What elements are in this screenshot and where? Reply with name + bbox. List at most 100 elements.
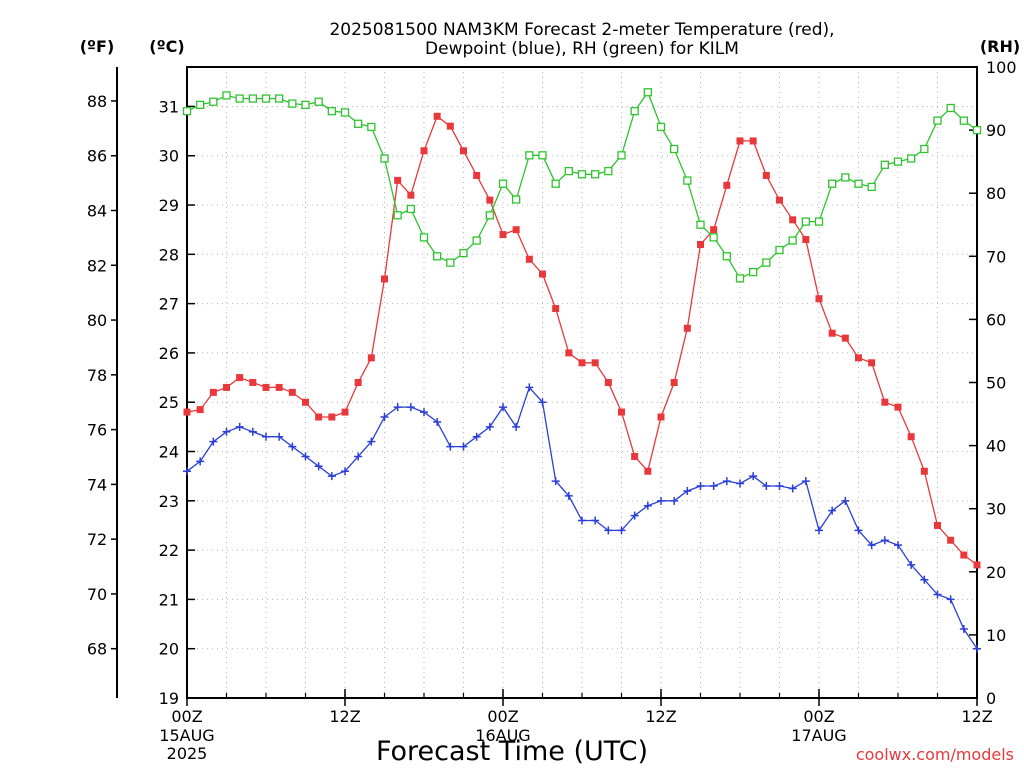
rh-point [630,107,639,116]
dewpoint-point [894,541,902,550]
dewpoint-point [933,590,942,599]
rh-point [209,97,218,106]
rh-point [222,91,231,100]
rh-point [762,258,771,267]
fahrenheit-tick-label: 70 [87,585,107,604]
rh-point [907,154,916,163]
temperature-point [525,255,533,263]
temperature-point [934,521,941,529]
dewpoint-point [433,417,442,426]
rh-point [340,108,350,117]
rh-point [854,179,863,188]
rh-point [327,107,336,116]
dewpoint-point [630,511,639,520]
rh-point [946,103,955,113]
rh-point [722,252,731,261]
dewpoint-point [393,403,402,412]
temperature-point [697,240,704,248]
temperature-point [315,413,323,421]
dewpoint-point [248,427,257,436]
rh-point [604,166,613,176]
rh-point [735,274,745,283]
rh-point [538,151,547,160]
dewpoint-point [880,536,889,545]
fahrenheit-tick-label: 72 [87,530,107,549]
dewpoint-point [499,403,507,412]
rh-point [959,116,968,125]
x-tick-date: 16AUG [475,726,530,745]
temperature-point [196,406,204,414]
dewpoint-point [683,486,692,495]
rh-point [367,122,376,132]
dewpoint-point [657,496,665,505]
temperature-point [539,270,546,278]
rh-point [972,125,982,135]
celsius-tick-label: 30 [159,147,179,166]
rh-point [275,94,284,103]
x-tick-label: 12Z [645,707,676,726]
dewpoint-point [617,526,626,535]
x-tick-label: 12Z [329,707,360,726]
dewpoint-point [459,442,468,451]
temperature-point [328,413,336,421]
temperature-point [618,408,625,416]
x-tick-label: 12Z [961,707,992,726]
rh-point [841,173,850,182]
dewpoint-point [946,595,955,604]
temperature-point [855,354,862,362]
rh-tick-label: 40 [986,437,1006,456]
celsius-tick-label: 26 [159,344,179,363]
dewpoint-point [591,516,600,525]
dewpoint-point [275,432,284,441]
temperature-point [473,171,481,179]
fahrenheit-tick-label: 78 [87,366,107,385]
dewpoint-point [406,403,415,412]
rh-point [564,166,573,176]
celsius-tick-label: 21 [159,590,179,609]
rh-tick-label: 10 [986,626,1006,645]
temperature-point [710,226,718,234]
dewpoint-point [420,408,428,417]
temperature-point [486,196,494,204]
dewpoint-point [314,462,323,471]
dewpoint-point [472,432,481,441]
rh-tick-label: 100 [986,58,1017,77]
temperature-point [841,334,849,342]
rh-point [380,154,389,163]
rh-point [182,107,192,116]
temperature-point [183,408,191,416]
rh-tick-label: 90 [986,121,1006,140]
rh-point [354,119,363,128]
temperature-point [920,467,928,475]
dewpoint-point [815,526,823,535]
celsius-tick-label: 28 [159,245,179,264]
grid-lines [187,67,977,698]
dewpoint-point [920,575,929,584]
temperature-point [868,359,876,367]
rh-tick-label: 20 [986,563,1006,582]
dewpoint-point [736,479,744,488]
dewpoint-point [327,472,336,481]
temperature-point [828,329,836,337]
rh-point [643,88,652,97]
dewpoint-point [604,526,613,535]
dewpoint-point [841,496,850,505]
dewpoint-point [762,482,771,491]
rh-point [591,170,600,179]
dewpoint-point [854,526,863,535]
rh-point [775,245,784,255]
celsius-axis-unit: (ºC) [149,37,184,56]
celsius-tick-label: 24 [159,443,179,462]
temperature-point [723,181,731,189]
dewpoint-point [288,442,297,451]
dewpoint-point [801,477,810,486]
temperature-point [407,191,415,199]
temperature-point [657,413,665,421]
rh-point [801,217,810,226]
fahrenheit-tick-label: 84 [87,202,107,221]
dewpoint-point [722,477,731,486]
dewpoint-point [709,482,718,491]
celsius-tick-label: 23 [159,492,179,511]
dewpoint-point [828,506,837,515]
